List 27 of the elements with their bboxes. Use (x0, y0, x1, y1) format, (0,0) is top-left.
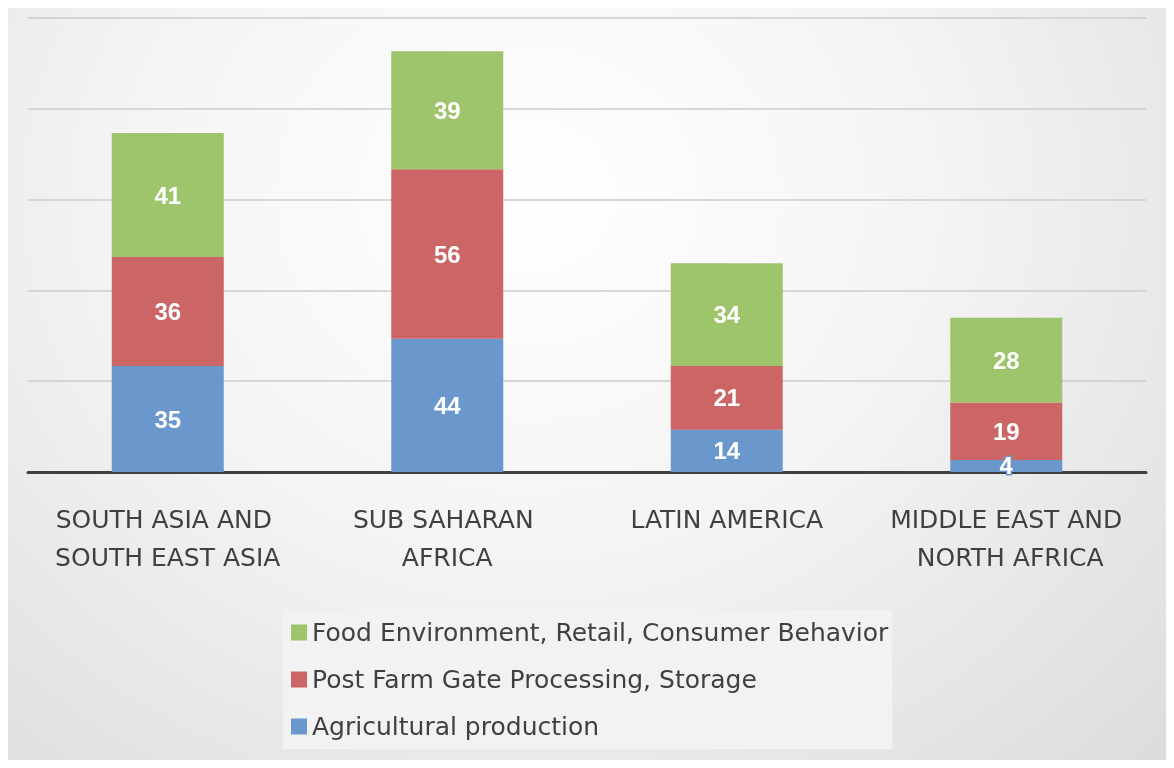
data-label: 39 (433, 96, 461, 124)
data-label: 41 (154, 181, 182, 209)
x-tick-label: MIDDLE EAST AND NORTH AFRICA (890, 504, 1123, 572)
bar (670, 263, 783, 367)
bar (670, 366, 783, 430)
legend-label: Post Farm Gate Processing, Storage (312, 665, 757, 694)
bar (111, 133, 224, 258)
data-label: 56 (433, 240, 461, 268)
bar (111, 257, 224, 367)
data-label: 36 (154, 298, 182, 326)
data-label: 44 (433, 391, 462, 419)
legend-label: Food Environment, Retail, Consumer Behavior (312, 618, 890, 647)
data-label: 21 (713, 384, 741, 412)
bar (950, 317, 1063, 403)
legend-label: Agricultural production (312, 712, 600, 741)
data-label: 28 (992, 346, 1020, 374)
data-label: 35 (154, 405, 182, 433)
bar (391, 169, 504, 339)
data-label: 34 (713, 301, 741, 329)
x-tick-label: SUB SAHARAN AFRICA (352, 504, 542, 572)
data-label: 14 (713, 437, 741, 465)
x-tick-label: SOUTH ASIA AND SOUTH EAST ASIA (55, 504, 281, 572)
bar (391, 51, 504, 170)
bar (391, 338, 504, 472)
x-tick-label: LATIN AMERICA (630, 504, 824, 534)
data-label: 19 (992, 417, 1020, 445)
bar (111, 366, 224, 472)
